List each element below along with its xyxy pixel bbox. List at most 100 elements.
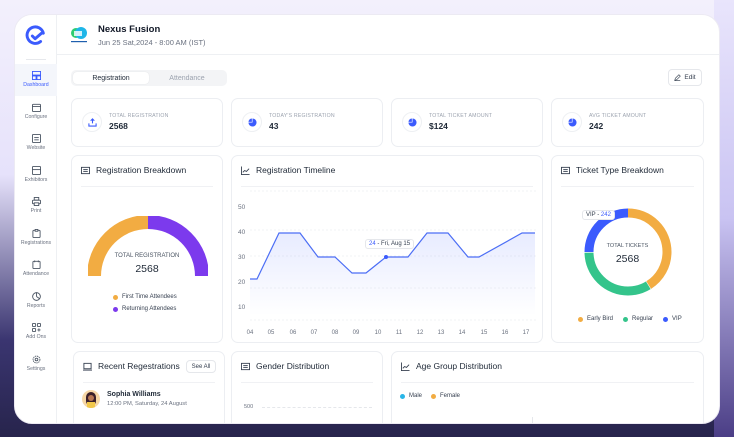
- center-value: 2568: [135, 263, 159, 275]
- pie-icon: [407, 117, 417, 127]
- pencil-icon: [674, 74, 682, 81]
- sidebar-item-dashboard[interactable]: Dashboard: [15, 64, 57, 96]
- grid-icon: [31, 71, 41, 81]
- registration-time: 12:00 PM, Saturday, 24 August: [107, 401, 187, 407]
- card-title: Recent Regestrations: [98, 361, 180, 371]
- card-title: Registration Breakdown: [96, 165, 187, 175]
- svg-text:09: 09: [353, 330, 360, 336]
- sidebar-item-label: Reports: [26, 302, 46, 309]
- legend-item: Male: [400, 393, 422, 399]
- svg-text:30: 30: [238, 254, 246, 261]
- stat-card-todays-registration: TODAY'S REGISTRATION 43: [231, 98, 383, 147]
- clipboard-icon: [31, 228, 41, 238]
- card-title: Age Group Distribution: [416, 361, 502, 371]
- svg-text:12: 12: [417, 330, 424, 336]
- card-title: Ticket Type Breakdown: [576, 165, 664, 175]
- svg-text:40: 40: [238, 229, 246, 236]
- sidebar-item-label: Registrations: [20, 239, 52, 246]
- sidebar-item-label: Website: [26, 145, 46, 152]
- legend-item: Early Bird: [578, 316, 613, 322]
- pie-icon: [567, 117, 577, 127]
- stat-card-avg-ticket-amount: AVG TICKET AMOUNT 242: [551, 98, 704, 147]
- edit-button[interactable]: Edit: [668, 69, 702, 86]
- stat-card-total-registration: TOTAL REGISTRATION 2568: [71, 98, 223, 147]
- calendar-check-icon: [31, 260, 41, 270]
- svg-text:20: 20: [238, 279, 246, 286]
- printer-icon: [31, 197, 41, 207]
- sidebar-item-label: Add Ons: [25, 334, 47, 341]
- sidebar: Dashboard Configure Website Exhibitors P…: [15, 15, 57, 423]
- card-title: Gender Distribution: [256, 361, 330, 371]
- event-logo-icon: [71, 27, 87, 43]
- svg-text:10: 10: [375, 330, 382, 336]
- sidebar-item-label: Exhibitors: [24, 176, 48, 183]
- sidebar-item-configure[interactable]: Configure: [15, 96, 57, 128]
- layout-icon: [31, 134, 41, 144]
- svg-text:16: 16: [502, 330, 509, 336]
- svg-text:08: 08: [332, 330, 339, 336]
- svg-text:07: 07: [311, 330, 318, 336]
- center-label: TOTAL REGISTRATION: [114, 253, 180, 259]
- registrant-name: Sophia Williams: [107, 391, 161, 398]
- tab-attendance[interactable]: Attendance: [169, 74, 205, 82]
- sidebar-item-exhibitors[interactable]: Exhibitors: [15, 159, 57, 191]
- sidebar-item-reports[interactable]: Reports: [15, 285, 57, 317]
- stat-value: 242: [589, 121, 604, 131]
- svg-text:50: 50: [238, 204, 246, 211]
- sidebar-item-label: Settings: [26, 365, 46, 372]
- pie-icon: [31, 291, 41, 301]
- dashboard-main: Registration Attendance Edit TOTAL REGIS…: [57, 56, 719, 423]
- svg-text:17: 17: [523, 330, 530, 336]
- sidebar-item-attendance[interactable]: Attendance: [15, 253, 57, 285]
- center-value: 2568: [615, 253, 640, 265]
- stat-label: TOTAL TICKET AMOUNT: [429, 113, 493, 119]
- y-tick: 500: [244, 404, 254, 410]
- stat-value: $124: [429, 121, 448, 131]
- gender-distribution-card: Gender Distribution 500: [231, 351, 383, 423]
- stat-label: AVG TICKET AMOUNT: [589, 113, 647, 119]
- laptop-icon: [83, 362, 92, 371]
- chart-legend: Male Female: [400, 393, 460, 399]
- calendar-icon: [31, 103, 41, 112]
- registration-timeline-card: Registration Timeline 50 40 30 20 10 04 05 06 0…: [231, 155, 543, 343]
- sidebar-item-label: Configure: [24, 113, 48, 120]
- svg-text:05: 05: [268, 330, 275, 336]
- svg-text:13: 13: [438, 330, 445, 336]
- center-label: TOTAL TICKETS: [606, 243, 649, 249]
- app-logo-icon: [25, 25, 45, 45]
- sidebar-item-website[interactable]: Website: [15, 127, 57, 159]
- upload-icon: [87, 117, 97, 127]
- chart-tooltip: VIP - 242: [582, 210, 615, 220]
- chart-legend: Early Bird Regular VIP: [578, 316, 682, 322]
- sidebar-item-print[interactable]: Print: [15, 190, 57, 222]
- tab-registration[interactable]: Registration: [73, 72, 149, 84]
- legend-item: Returning Attendees: [113, 306, 176, 312]
- ticket-icon: [561, 166, 570, 175]
- avatar: [82, 390, 100, 408]
- legend-item: Female: [431, 393, 460, 399]
- pie-icon: [247, 117, 257, 127]
- legend-item: VIP: [663, 316, 682, 322]
- event-datetime: Jun 25 Sat,2024 - 8:00 AM (IST): [98, 38, 206, 47]
- legend-item: Regular: [623, 316, 653, 322]
- sidebar-item-add-ons[interactable]: Add Ons: [15, 316, 57, 348]
- svg-text:06: 06: [290, 330, 297, 336]
- event-title: Nexus Fusion: [98, 24, 161, 35]
- recent-registrations-card: Recent Regestrations See All Sophia Will…: [73, 351, 225, 423]
- edit-label: Edit: [684, 74, 696, 81]
- svg-text:15: 15: [481, 330, 488, 336]
- sidebar-item-registrations[interactable]: Registrations: [15, 222, 57, 254]
- booth-icon: [31, 165, 41, 175]
- view-tabs: Registration Attendance: [71, 70, 227, 86]
- ticket-type-breakdown-card: Ticket Type Breakdown TOTAL TICKETS 2568…: [551, 155, 704, 343]
- sidebar-item-settings[interactable]: Settings: [15, 348, 57, 380]
- see-all-button[interactable]: See All: [186, 360, 216, 373]
- stat-label: TODAY'S REGISTRATION: [269, 113, 335, 119]
- chart-tooltip: 24 - Fri, Aug 15: [365, 239, 415, 249]
- semi-donut-chart: [88, 216, 208, 277]
- ticket-icon: [81, 166, 90, 175]
- sidebar-item-label: Attendance: [22, 271, 50, 278]
- header: Nexus Fusion Jun 25 Sat,2024 - 8:00 AM (…: [57, 15, 719, 55]
- svg-text:04: 04: [247, 330, 254, 336]
- app-window: Dashboard Configure Website Exhibitors P…: [14, 14, 720, 424]
